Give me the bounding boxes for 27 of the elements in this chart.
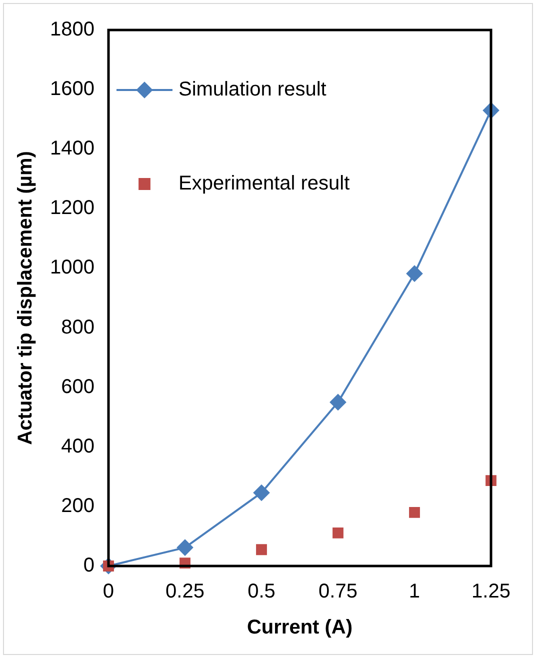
y-tick-label: 400 [61,435,94,458]
x-tick-label: 0.5 [248,580,276,603]
x-tick-label: 1 [408,580,420,603]
point [406,266,422,282]
x-tick-label: 1.25 [472,580,510,603]
point [330,394,346,410]
y-tick-label: 800 [61,316,94,338]
y-tick-label: 600 [61,376,94,398]
legend-label: Experimental result [178,172,350,195]
point [409,506,420,518]
y-axis-title: Actuator tip displacement (µm) [14,151,37,445]
x-axis-title: Current (A) [246,616,353,639]
point [332,527,344,538]
x-tick-label: 0.25 [166,580,204,603]
point [256,544,267,556]
x-tick-label: 0.75 [318,580,358,603]
y-tick-label: 1800 [50,18,94,41]
x-tick-label: 0 [102,580,114,603]
y-tick-label: 1400 [50,138,94,160]
y-tick-label: 200 [61,494,94,517]
y-tick-label: 1600 [50,78,94,100]
legend-label: Simulation result [178,78,327,101]
y-tick-label: 1000 [50,256,94,279]
point [176,540,193,556]
y-tick-label: 0 [83,554,94,577]
y-tick-label: 1200 [50,197,94,220]
point [253,484,270,501]
